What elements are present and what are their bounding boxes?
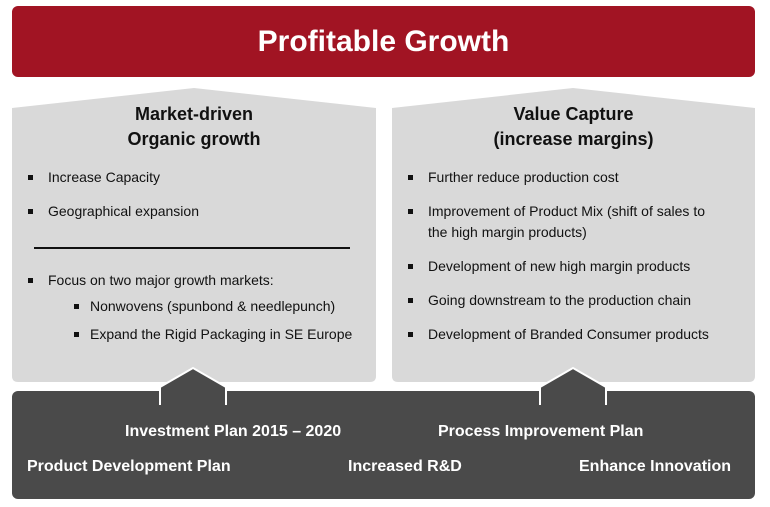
- left-pillar-shape: [12, 88, 376, 382]
- left-sub-bullet-1: Nonwovens (spunbond & needlepunch): [74, 296, 335, 317]
- left-sub-bullet-2: Expand the Rigid Packaging in SE Europe: [74, 324, 352, 345]
- right-bullet-1: Further reduce production cost: [408, 167, 619, 188]
- bullet-square-icon: [408, 175, 413, 180]
- left-bullet-1-text: Increase Capacity: [48, 169, 161, 185]
- left-title-line2: Organic growth: [127, 129, 261, 149]
- bullet-square-icon: [28, 278, 33, 283]
- bullet-square-icon: [28, 175, 33, 180]
- left-bullet-2: Geographical expansion: [28, 201, 199, 222]
- bullet-square-icon: [74, 332, 79, 337]
- right-pillar-title: Value Capture (increase margins): [392, 102, 755, 152]
- right-bullet-3-text: Development of new high margin products: [428, 258, 691, 274]
- left-connector-tab: [159, 366, 227, 405]
- left-focus-text: Focus on two major growth markets:: [48, 272, 274, 288]
- right-bullet-2-continued: the high margin products): [408, 222, 587, 243]
- left-bullet-1: Increase Capacity: [28, 167, 160, 188]
- right-bullet-2-text: Improvement of Product Mix (shift of sal…: [428, 203, 705, 219]
- left-divider: [34, 247, 350, 249]
- right-bullet-4: Going downstream to the production chain: [408, 290, 691, 311]
- right-bullet-1-text: Further reduce production cost: [428, 169, 619, 185]
- bullet-square-icon: [74, 304, 79, 309]
- banner-title: Profitable Growth: [257, 24, 510, 58]
- bullet-square-icon: [408, 209, 413, 214]
- left-sub-bullet-2-text: Expand the Rigid Packaging in SE Europe: [90, 326, 353, 342]
- product-development-label: Product Development Plan: [27, 458, 231, 475]
- bullet-square-icon: [408, 264, 413, 269]
- investment-plan-label: Investment Plan 2015 – 2020: [125, 423, 342, 440]
- left-pillar-title: Market-driven Organic growth: [12, 102, 376, 152]
- right-title-line1: Value Capture: [513, 104, 634, 124]
- right-bullet-5-text: Development of Branded Consumer products: [428, 326, 709, 342]
- increased-rnd-label: Increased R&D: [348, 458, 462, 475]
- left-sub-bullet-1-text: Nonwovens (spunbond & needlepunch): [90, 298, 336, 314]
- enhance-innovation-label: Enhance Innovation: [579, 458, 732, 475]
- right-bullet-4-text: Going downstream to the production chain: [428, 292, 692, 308]
- right-bullet-5: Development of Branded Consumer products: [408, 324, 709, 345]
- process-improvement-label: Process Improvement Plan: [438, 423, 644, 440]
- profitable-growth-banner: Profitable Growth: [12, 6, 755, 77]
- bullet-square-icon: [408, 332, 413, 337]
- right-connector-tab: [539, 366, 607, 405]
- right-title-line2: (increase margins): [493, 129, 654, 149]
- right-bullet-3: Development of new high margin products: [408, 256, 690, 277]
- bullet-square-icon: [408, 298, 413, 303]
- left-pillar: Market-driven Organic growth Increase Ca…: [12, 86, 376, 382]
- bullet-square-icon: [28, 209, 33, 214]
- right-pillar: Value Capture (increase margins) Further…: [392, 86, 755, 382]
- left-focus-bullet: Focus on two major growth markets:: [28, 270, 274, 291]
- right-bullet-2: Improvement of Product Mix (shift of sal…: [408, 201, 705, 222]
- left-title-line1: Market-driven: [134, 104, 254, 124]
- foundation-block: Investment Plan 2015 – 2020 Process Impr…: [12, 391, 755, 499]
- right-bullet-2-text-continued: the high margin products): [428, 224, 587, 240]
- left-bullet-2-text: Geographical expansion: [48, 203, 199, 219]
- right-pillar-shape: [392, 88, 755, 382]
